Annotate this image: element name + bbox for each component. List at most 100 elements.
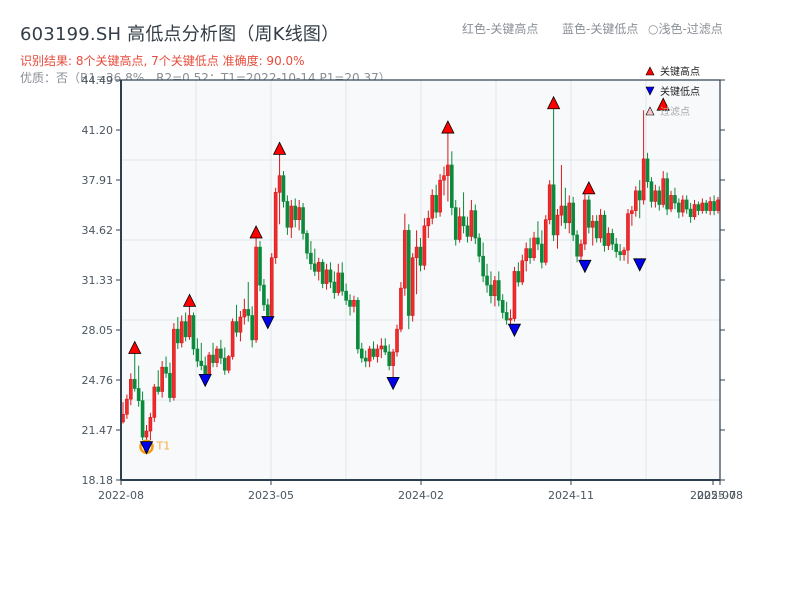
- candle-body: [254, 246, 258, 341]
- candle-body: [203, 365, 208, 376]
- key-low-marker: [261, 316, 275, 330]
- candle-body: [410, 257, 415, 316]
- candle-body: [195, 348, 200, 362]
- y-tick-label: 37.91: [82, 174, 114, 187]
- candle-body: [630, 210, 634, 214]
- candle-body: [140, 400, 145, 438]
- candle-body: [559, 205, 564, 216]
- candle-body: [477, 237, 482, 257]
- candle-body: [356, 299, 360, 350]
- key-low-legend-icon: [645, 86, 655, 96]
- candle-body: [696, 204, 701, 211]
- candle-body: [649, 181, 654, 202]
- candle-body: [262, 284, 266, 306]
- candle-body: [226, 356, 231, 371]
- key-low-marker: [578, 259, 592, 274]
- candle-body: [297, 207, 301, 221]
- candle-body: [136, 388, 141, 401]
- candle-body: [164, 366, 168, 374]
- candle-body: [481, 255, 485, 277]
- candle-body: [532, 237, 536, 259]
- chart-title: 603199.SH 高低点分析图（周K线图）: [20, 24, 340, 45]
- candle-body: [555, 214, 560, 236]
- candle-body: [684, 199, 689, 210]
- candle-body: [148, 417, 153, 432]
- candle-body: [438, 179, 442, 213]
- candle-body: [512, 271, 517, 319]
- candle-body: [661, 178, 665, 205]
- key-high-marker: [582, 180, 596, 195]
- candle-body: [199, 360, 204, 366]
- candle-body: [536, 237, 540, 245]
- candle-body: [453, 207, 458, 240]
- candle-body: [665, 178, 669, 210]
- candle-body: [281, 175, 286, 202]
- candle-body: [422, 225, 427, 266]
- candle-body: [160, 366, 164, 392]
- candle-body: [391, 351, 395, 366]
- x-tick-label: 2024-11: [548, 489, 594, 502]
- candle-body: [450, 164, 454, 208]
- candle-body: [289, 205, 294, 228]
- filtered-legend-label: 过滤点: [660, 105, 690, 118]
- candle-body: [543, 219, 548, 263]
- candle-body: [551, 184, 556, 236]
- candle-body: [516, 271, 521, 283]
- key-high-legend-label: 关键高点: [660, 65, 700, 78]
- candle-body: [430, 195, 435, 219]
- candle-body: [590, 220, 595, 228]
- candle-body: [633, 190, 638, 211]
- candle-body: [152, 386, 157, 418]
- recognition-result: 识别结果: 8个关键高点, 7个关键低点 准确度: 90.0%: [20, 54, 305, 68]
- candle-body: [485, 275, 489, 286]
- key-low-marker: [633, 258, 647, 272]
- candle-body: [528, 248, 532, 259]
- candle-body: [403, 230, 407, 289]
- y-tick-label: 41.20: [82, 124, 114, 137]
- candle-body: [246, 309, 251, 316]
- key-high-marker: [656, 97, 670, 111]
- candle-body: [598, 214, 603, 239]
- candle-body: [183, 321, 188, 338]
- candle-body: [465, 225, 470, 237]
- candle-body: [250, 315, 254, 341]
- candle-body: [320, 261, 325, 284]
- candle-body: [211, 354, 215, 363]
- key-high-marker: [128, 340, 142, 354]
- candle-body: [496, 280, 501, 301]
- candle-body: [352, 299, 356, 307]
- candle-body: [712, 201, 716, 211]
- candle-body: [316, 261, 321, 272]
- candle-body: [207, 354, 211, 376]
- candle-body: [677, 202, 681, 213]
- candle-body: [489, 284, 493, 297]
- candle-body: [414, 246, 419, 259]
- x-tick-label: 2025-07: [690, 489, 736, 502]
- candle-body: [132, 379, 137, 389]
- candle-body: [172, 328, 176, 398]
- candle-body: [461, 216, 466, 227]
- y-tick-label: 28.05: [82, 324, 114, 337]
- candle-body: [594, 220, 599, 239]
- candle-body: [332, 281, 337, 293]
- candle-body: [610, 233, 615, 245]
- candle-body: [493, 280, 497, 297]
- candle-body: [144, 430, 149, 438]
- key-low-marker: [386, 376, 400, 391]
- candle-body: [129, 379, 133, 400]
- candle-body: [500, 299, 505, 313]
- candle-body: [579, 243, 583, 257]
- candle-body: [602, 214, 607, 246]
- candle-body: [375, 348, 380, 357]
- t1-label: T1: [155, 440, 170, 453]
- candle-body: [293, 205, 298, 221]
- candle-body: [156, 386, 161, 392]
- candle-body: [575, 234, 579, 257]
- key-high-marker: [441, 120, 455, 134]
- candle-body: [446, 164, 450, 176]
- candle-body: [238, 316, 243, 333]
- candle-body: [371, 348, 376, 357]
- candle-body: [277, 175, 282, 193]
- x-tick-label: 2024-02: [398, 489, 444, 502]
